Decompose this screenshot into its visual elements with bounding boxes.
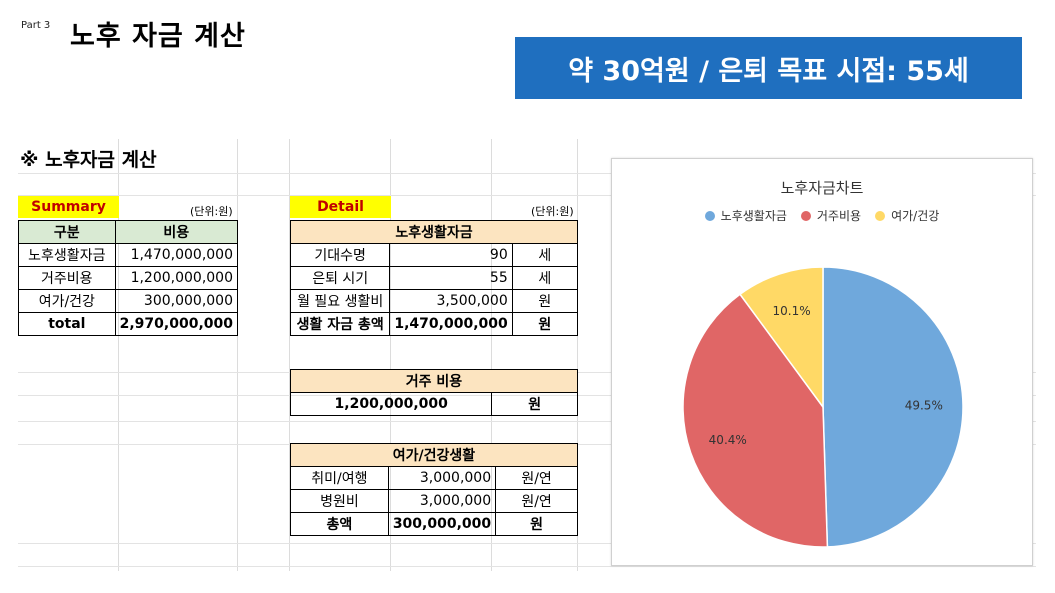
living-cell: 원 [511,289,579,313]
living-cell: 3,500,000 [389,289,513,313]
leisure-cell: 취미/여행 [290,466,389,490]
living-cell: 세 [511,266,579,290]
summary-total-label: total [18,312,116,336]
legend-item: 노후생활자금 [704,207,787,224]
legend-swatch [875,210,886,221]
leisure-cell: 3,000,000 [387,489,497,513]
summary-header-category: 구분 [18,220,116,244]
living-cell: 90 [389,243,513,267]
living-total-label: 생활 자금 총액 [289,312,391,336]
pie-data-label: 10.1% [772,304,810,318]
chart-title: 노후자금차트 [780,179,864,197]
leisure-total-label: 총액 [290,512,389,536]
summary-label: Summary [18,196,119,218]
summary-cell: 거주비용 [18,266,116,290]
summary-cell: 노후생활자금 [18,243,116,267]
legend-label: 노후생활자금 [720,209,787,223]
pie-slice-2 [682,293,829,548]
living-total-value: 1,470,000,000 [389,312,513,336]
table-row-total: total 2,970,000,000 [18,312,239,336]
leisure-total-unit: 원 [495,512,578,536]
legend-label: 거주비용 [816,209,862,223]
summary-cell: 1,470,000,000 [114,243,239,267]
living-cell: 55 [389,266,513,290]
table-row: 거주비용 1,200,000,000 [18,266,239,290]
summary-cell: 여가/건강 [18,289,116,313]
table-row: 취미/여행 3,000,000 원/연 [290,466,578,490]
leisure-cell: 3,000,000 [387,466,497,490]
living-total-unit: 원 [511,312,579,336]
housing-value: 1,200,000,000 [289,392,493,416]
summary-total-value: 2,970,000,000 [114,312,239,336]
leisure-table-title: 여가/건강생활 [290,443,578,467]
sheet-title: ※ 노후자금 계산 [20,149,157,171]
legend-swatch [800,210,811,221]
legend-item: 여가/건강 [875,207,939,224]
pie-slice-3 [738,266,824,410]
pie-chart-panel: 노후자금차트 노후생활자금 거주비용 여가/건강 49.5% 40.4% 10.1% [611,158,1033,566]
legend-label: 여가/건강 [891,209,940,223]
summary-table: 구분 비용 노후생활자금 1,470,000,000 거주비용 1,200,00… [18,220,239,336]
table-row-total: 생활 자금 총액 1,470,000,000 원 [289,312,579,336]
leisure-cell: 원/연 [495,466,578,490]
summary-header-cost: 비용 [114,220,239,244]
leisure-total-value: 300,000,000 [387,512,497,536]
summary-cell: 1,200,000,000 [114,266,239,290]
table-row: 은퇴 시기 55 세 [289,266,579,290]
housing-table: 거주 비용 1,200,000,000 원 [289,369,578,416]
leisure-cell: 병원비 [290,489,389,513]
summary-unit: (단위:원) [190,205,233,218]
table-row-total: 총액 300,000,000 원 [290,512,578,536]
pie-slice-1 [822,266,964,548]
table-row: 월 필요 생활비 3,500,000 원 [289,289,579,313]
slide-title: 노후 자금 계산 [70,21,246,52]
housing-table-title: 거주 비용 [290,369,578,393]
table-row: 1,200,000,000 원 [289,392,578,416]
chart-legend: 노후생활자금 거주비용 여가/건강 [612,207,1032,224]
legend-item: 거주비용 [800,207,862,224]
summary-cell: 300,000,000 [114,289,239,313]
detail-unit: (단위:원) [531,205,574,218]
goal-banner: 약 30억원 / 은퇴 목표 시점: 55세 [515,37,1022,99]
table-row: 병원비 3,000,000 원/연 [290,489,578,513]
table-row: 기대수명 90 세 [289,243,579,267]
pie-data-label: 49.5% [905,398,943,412]
living-cell: 세 [511,243,579,267]
table-row: 여가/건강 300,000,000 [18,289,239,313]
spreadsheet-area: ※ 노후자금 계산 Summary (단위:원) 구분 비용 노후생활자금 1,… [18,139,1036,571]
part-label: Part 3 [21,20,51,31]
leisure-cell: 원/연 [495,489,578,513]
living-table-title: 노후생활자금 [290,220,578,244]
table-row: 노후생활자금 1,470,000,000 [18,243,239,267]
living-cell: 월 필요 생활비 [289,289,391,313]
housing-unit: 원 [491,392,578,416]
pie-chart: 49.5% 40.4% 10.1% [682,266,964,548]
living-cell: 은퇴 시기 [289,266,391,290]
living-cell: 기대수명 [289,243,391,267]
detail-label: Detail [290,196,391,218]
legend-swatch [704,210,715,221]
leisure-health-table: 여가/건강생활 취미/여행 3,000,000 원/연 병원비 3,000,00… [290,443,578,536]
pie-data-label: 40.4% [709,433,747,447]
living-expense-table: 노후생활자금 기대수명 90 세 은퇴 시기 55 세 월 필요 생활비 3,5… [289,220,579,336]
